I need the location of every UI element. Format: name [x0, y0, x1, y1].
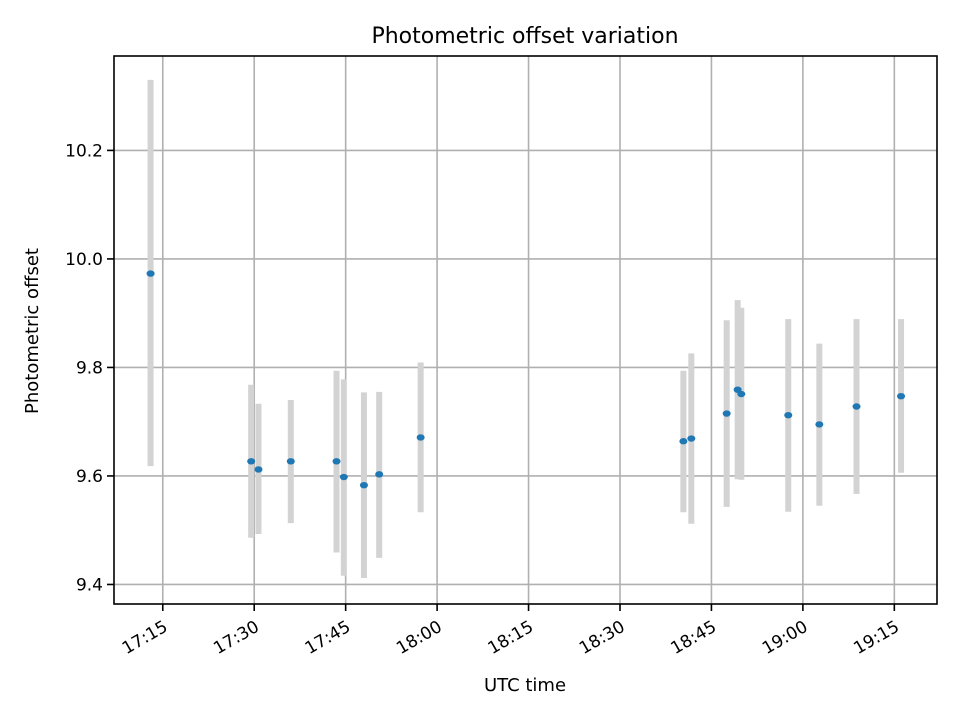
y-tick-label: 9.6	[76, 467, 103, 487]
data-point	[687, 435, 696, 442]
data-point	[375, 471, 384, 478]
y-axis-label: Photometric offset	[22, 248, 43, 414]
x-axis-label: UTC time	[484, 675, 566, 696]
y-tick-label: 9.8	[76, 358, 103, 378]
axes-frame	[113, 55, 938, 605]
data-point	[146, 270, 155, 277]
data-point	[679, 438, 688, 445]
data-point	[332, 458, 341, 465]
data-point	[737, 390, 746, 398]
data-point	[247, 458, 256, 465]
y-tick-label: 10.0	[65, 250, 103, 270]
y-tick-label: 9.4	[76, 575, 103, 595]
data-point	[784, 411, 793, 419]
data-point	[286, 458, 295, 465]
data-point	[852, 403, 861, 410]
data-point	[897, 392, 906, 400]
chart-title: Photometric offset variation	[371, 24, 678, 49]
data-point	[416, 434, 425, 441]
data-point	[359, 481, 368, 489]
data-point	[815, 421, 824, 428]
plot-area: 17:15 17:30 17:45 18:00 18:15 18:30 18:45 19:00…	[65, 55, 938, 659]
data-point	[339, 473, 348, 481]
y-tick-label: 10.2	[65, 141, 103, 161]
data-point	[254, 466, 263, 473]
data-point	[722, 410, 731, 417]
